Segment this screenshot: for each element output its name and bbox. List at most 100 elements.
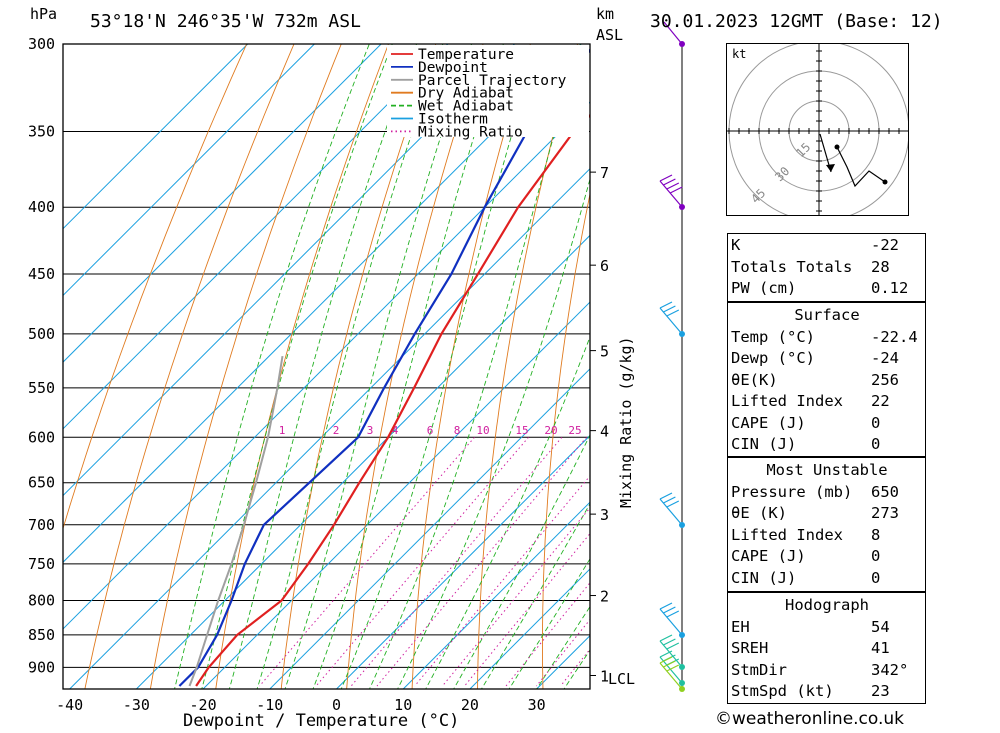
hodograph-kt-label: kt: [732, 47, 746, 61]
hodograph: kt 15 30 45: [726, 43, 909, 216]
mixing-ratio-label: 3: [367, 424, 374, 437]
row-label: Dewp (°C): [731, 349, 815, 367]
wet-adiabat-line: [508, 558, 590, 689]
temperature-tick-label: -30: [123, 696, 150, 714]
row-label: CAPE (J): [731, 547, 806, 565]
wet-adiabat-line: [228, 44, 418, 689]
pressure-tick-label: 600: [28, 428, 55, 446]
mixing-ratio-label: 10: [476, 424, 489, 437]
isotherm-line: [202, 301, 590, 689]
row-value: 273: [871, 504, 899, 522]
wet-adiabat-line: [453, 434, 590, 689]
isotherm-line: [136, 234, 590, 689]
hpa-label: hPa: [30, 5, 57, 23]
wet-adiabat-line: [536, 605, 590, 689]
site-link[interactable]: weatheronline.co.uk: [732, 709, 905, 729]
legend-label: Mixing Ratio: [418, 124, 523, 140]
row-value: -24: [871, 349, 899, 367]
pressure-tick-label: 300: [28, 35, 55, 53]
mixing-ratio-label: 2: [333, 424, 340, 437]
mixing-ratio-label: 6: [427, 424, 434, 437]
mixing-ratio-line: [350, 436, 563, 687]
row-label: θE (K): [731, 504, 787, 522]
row-value: 650: [871, 482, 899, 501]
height-tick-label: 5: [600, 343, 609, 361]
surface-title: Surface: [794, 306, 860, 324]
indices-box: [727, 233, 926, 302]
row-value: 41: [871, 639, 890, 657]
dry-adiabat-line: [280, 44, 437, 689]
row-label: CIN (J): [731, 568, 797, 587]
temperature-tick-label: -10: [256, 696, 283, 714]
isotherm-line: [69, 167, 590, 689]
table-row: θE (K) 273: [727, 503, 927, 525]
wind-barb: [659, 656, 683, 690]
hodograph-trace: [836, 146, 886, 188]
row-label: StmDir: [731, 660, 787, 679]
table-row: θE(K) 256: [727, 370, 927, 392]
parcel-trajectory-line: [188, 355, 284, 687]
mixing-ratio-line: [259, 436, 475, 687]
footer-credit[interactable]: ©weatheronline.co.uk: [715, 709, 904, 729]
pressure-tick-label: 900: [28, 658, 55, 676]
dry-adiabat-line: [477, 44, 579, 689]
wind-barb: [659, 492, 683, 526]
pressure-tick-label: 500: [28, 325, 55, 343]
table-row: SREH 41: [727, 638, 927, 660]
index-label: PW (cm): [731, 279, 797, 297]
legend-label: Dewpoint: [418, 60, 488, 76]
isotherm-line: [63, 44, 449, 430]
row-value: 0: [871, 413, 881, 432]
km-label: km: [596, 5, 614, 23]
wind-barb: [663, 21, 683, 45]
wind-barb: [659, 174, 683, 208]
wet-adiabat-line: [312, 44, 504, 689]
isotherm-line: [402, 501, 590, 689]
legend-label: Temperature: [418, 47, 514, 63]
hodograph-title: Hodograph: [785, 596, 869, 614]
pressure-tick-label: 700: [28, 516, 55, 534]
row-label: EH: [731, 617, 750, 636]
height-tick-label: 6: [600, 257, 609, 275]
mixing-ratio-label: 8: [454, 424, 461, 437]
legend-label: Parcel Trajectory: [418, 73, 567, 89]
wet-adiabat-line: [174, 44, 370, 689]
isotherm-line: [63, 44, 249, 230]
isotherm-line: [63, 44, 582, 563]
table-row: Dewp (°C) -24: [727, 348, 927, 370]
lcl-label: LCL: [608, 670, 635, 688]
dry-adiabat-line: [411, 44, 531, 689]
mixing-ratio-line: [315, 436, 529, 687]
temperature-line: [195, 113, 590, 687]
wet-adiabat-line: [256, 44, 444, 689]
isotherm-line: [63, 101, 590, 630]
table-row: Temp (°C) -22.4: [727, 327, 927, 349]
temperature-tick-label: 0: [332, 696, 341, 714]
wind-barb: [659, 301, 683, 335]
index-label: K: [731, 236, 741, 254]
height-tick-label: 4: [600, 423, 609, 441]
dry-adiabat-line: [346, 44, 484, 689]
wind-barb: [659, 634, 683, 668]
isotherm-line: [63, 44, 515, 497]
temperature-tick-label: 10: [394, 696, 412, 714]
table-row: StmDir 342°: [727, 660, 927, 682]
isotherm-line: [336, 434, 590, 689]
temperature-tick-label: -40: [56, 696, 83, 714]
hodograph-ring-30: 30: [772, 164, 792, 184]
mixing-ratio-label: 25: [568, 424, 581, 437]
wind-barb: [659, 602, 683, 636]
row-value: 54: [871, 617, 890, 636]
row-label: θE(K): [731, 370, 778, 389]
dry-adiabat-line: [84, 44, 295, 689]
surface-table: Surface Temp (°C) -22.4 Dewp (°C) -24 θE(K…: [727, 305, 927, 456]
index-value: -22: [871, 236, 899, 254]
mixing-ratio-label: 4: [392, 424, 399, 437]
temperature-tick-label: -20: [190, 696, 217, 714]
wet-adiabat-line: [369, 44, 581, 689]
temperature-tick-label: 30: [528, 696, 546, 714]
row-label: StmSpd (kt): [731, 682, 834, 700]
pressure-tick-label: 650: [28, 474, 55, 492]
